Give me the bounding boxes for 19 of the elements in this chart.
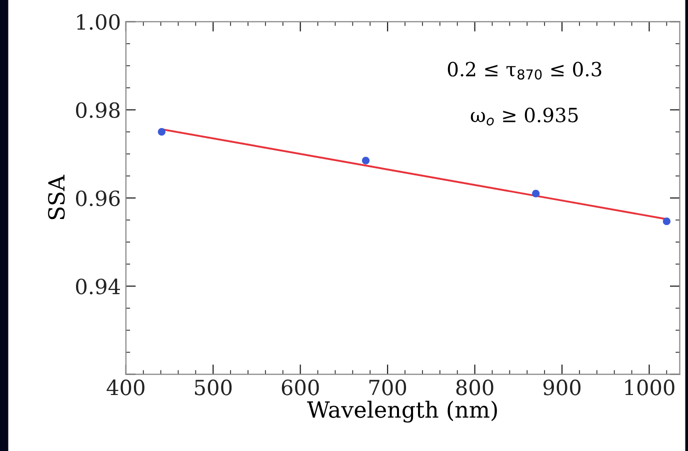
point (662, 218, 670, 226)
x-tick-label: 400 (106, 380, 144, 396)
y-tick-label: 0.98 (76, 102, 120, 118)
x-tick-label: 900 (543, 380, 580, 396)
y-tick-label: 1.00 (77, 14, 120, 30)
x-axis-title: Wavelength (nm) (307, 400, 497, 423)
annotation: ω$_{o}$ ≥ 0.935 (470, 108, 578, 126)
x-tick-label: 700 (369, 380, 406, 396)
point (532, 190, 540, 198)
y-axis-title: SSA (48, 174, 65, 220)
x-tick-label: 800 (456, 380, 494, 396)
x-tick-label: 1000 (625, 380, 674, 396)
point (362, 156, 370, 164)
x-tick-label: 600 (282, 380, 319, 396)
x-tick-label: 500 (195, 380, 232, 396)
point (158, 128, 166, 136)
annotation: 0.2 ≤ τ$_{870}$ ≤ 0.3 (448, 62, 602, 80)
y-tick-label: 0.96 (76, 190, 120, 206)
y-tick-label: 0.94 (76, 278, 120, 294)
